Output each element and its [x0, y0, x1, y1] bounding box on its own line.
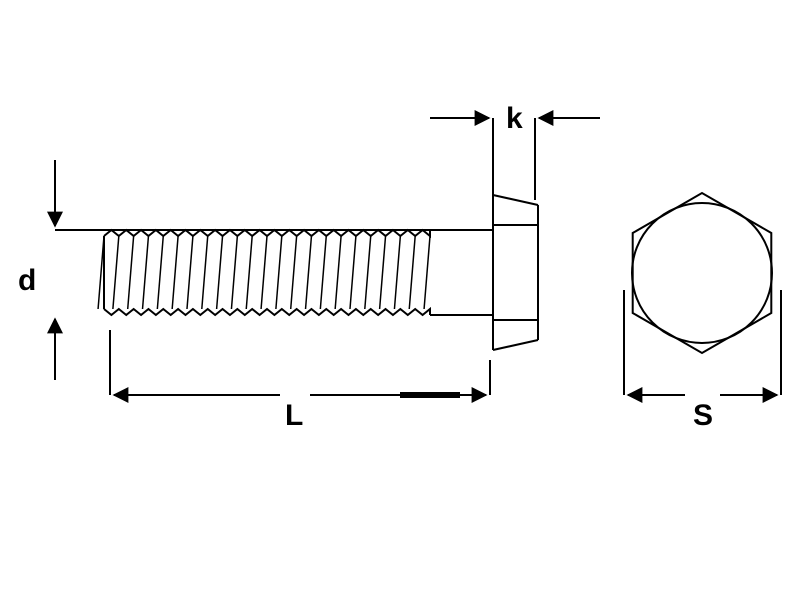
dimension-d: [55, 160, 430, 380]
bolt-technical-drawing: d k L S: [0, 0, 800, 600]
bolt-side-view: [98, 195, 538, 350]
bolt-end-view: [632, 193, 772, 353]
label-d: d: [18, 264, 36, 297]
label-S: S: [693, 399, 713, 432]
label-k: k: [506, 102, 523, 135]
dimension-L: [110, 330, 490, 395]
label-L: L: [285, 399, 303, 432]
